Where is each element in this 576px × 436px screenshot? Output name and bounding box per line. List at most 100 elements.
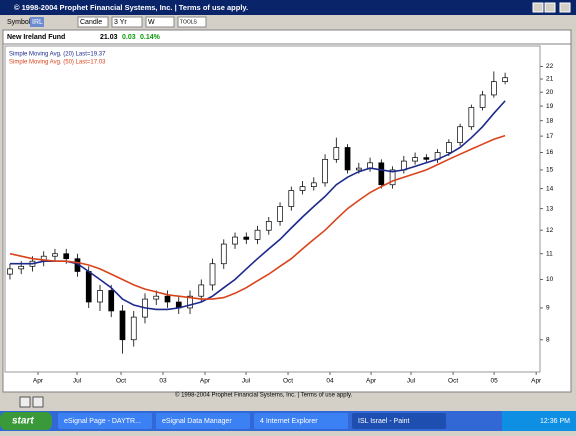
- chart-type-select[interactable]: [77, 16, 109, 28]
- toolbar: [0, 15, 576, 29]
- y-tick-label: 17: [546, 133, 554, 140]
- symbol-label: Symbol: [7, 19, 31, 26]
- y-tick-label: 10: [546, 276, 554, 283]
- period: 3 Yr: [114, 19, 127, 26]
- legend-entry: Simple Moving Avg. (50) Last=17.03: [9, 60, 106, 66]
- minimize-button[interactable]: [532, 2, 544, 13]
- x-tick-label: Apr: [33, 378, 44, 385]
- fund-change-pct: 0.14%: [140, 34, 161, 41]
- x-tick-label: Apr: [366, 378, 377, 385]
- candle-body: [445, 142, 452, 153]
- candle-body: [265, 221, 272, 231]
- y-tick-label: 9: [546, 305, 550, 312]
- y-tick-label: 21: [546, 76, 554, 83]
- candle-body: [18, 265, 25, 270]
- y-tick-label: 22: [546, 63, 554, 70]
- close-button[interactable]: [559, 2, 571, 13]
- sma-line: [10, 100, 506, 311]
- candle-body: [232, 236, 238, 245]
- y-tick-label: 8: [546, 336, 550, 343]
- symbol-value: IRL: [32, 19, 43, 26]
- status-bar: [0, 393, 576, 411]
- candle-body: [502, 77, 508, 82]
- y-tick-label: 19: [546, 103, 554, 110]
- task-button[interactable]: [254, 413, 348, 429]
- task-button[interactable]: [58, 413, 152, 429]
- x-tick-label: Apr: [531, 378, 542, 385]
- candle-body: [491, 81, 497, 96]
- y-tick-label: 12: [546, 227, 554, 234]
- clock: 12:36 PM: [540, 418, 570, 425]
- candle-body: [153, 295, 160, 300]
- task-label: eSignal Data Manager: [162, 418, 232, 425]
- status-text: © 1998-2004 Prophet Financial Systems, I…: [175, 392, 353, 399]
- x-tick-label: Oct: [116, 378, 126, 385]
- sma-line: [9, 134, 506, 300]
- candle-body: [52, 253, 58, 257]
- plot: 8 9 10 11 12 13 14 15 16 17 18 19 20 21 22 Apr Jul Oct 03 A…: [7, 52, 554, 385]
- candle-body: [85, 271, 92, 303]
- y-tick-label: 18: [546, 117, 554, 124]
- candle-body: [344, 147, 351, 171]
- candle-body: [63, 253, 70, 260]
- candle-body: [130, 316, 137, 341]
- x-tick-label: 04: [326, 378, 334, 385]
- candle-body: [322, 158, 328, 184]
- candle-body: [7, 268, 13, 275]
- candle-body: [119, 310, 126, 341]
- candle-body: [198, 284, 205, 297]
- chart-panel: [2, 29, 572, 393]
- fund-last: 21.03: [100, 34, 118, 41]
- task-button[interactable]: [156, 413, 250, 429]
- x-tick-label: Oct: [283, 378, 293, 385]
- x-tick-label: Jul: [242, 378, 251, 385]
- y-tick-label: 16: [546, 149, 554, 156]
- period-select[interactable]: [111, 16, 143, 28]
- candle-body: [97, 290, 103, 303]
- candle-body: [389, 169, 396, 186]
- fund-name: New Ireland Fund: [7, 34, 65, 41]
- zoom-out-button[interactable]: [32, 396, 44, 408]
- candle-body: [479, 94, 486, 108]
- title-bar: [0, 0, 576, 15]
- candle-body: [288, 190, 295, 207]
- candle-body: [423, 157, 430, 160]
- x-tick-label: Apr: [200, 378, 211, 385]
- x-tick-label: Jul: [73, 378, 82, 385]
- chart-type: Candle: [80, 19, 102, 26]
- candle-body: [243, 236, 250, 240]
- y-tick-label: 15: [546, 167, 554, 174]
- task-label: eSignal Page - DAYTR...: [64, 418, 141, 425]
- x-tick-label: Jul: [407, 378, 416, 385]
- task-button[interactable]: [352, 413, 446, 429]
- y-tick-label: 13: [546, 205, 554, 212]
- candle-body: [333, 147, 340, 160]
- candle-body: [277, 206, 283, 222]
- candle-body: [108, 290, 115, 312]
- candle-body: [299, 186, 306, 191]
- candle-body: [187, 295, 193, 309]
- window-title: © 1998-2004 Prophet Financial Systems, I…: [14, 3, 248, 12]
- start-label: start: [12, 416, 34, 427]
- candle-body: [412, 157, 418, 162]
- tools: TOOLS: [180, 19, 198, 25]
- candle-body: [468, 107, 475, 128]
- maximize-button[interactable]: [544, 2, 556, 13]
- candle-body: [378, 162, 385, 186]
- legend-entry: Simple Moving Avg. (20) Last=19.37: [9, 52, 106, 58]
- start-button[interactable]: [0, 412, 52, 430]
- symbol-input[interactable]: [30, 17, 44, 27]
- tools-button[interactable]: [177, 16, 207, 28]
- candle-body: [457, 126, 463, 143]
- candle-body: [254, 229, 261, 240]
- y-tick-label: 11: [546, 250, 553, 257]
- system-tray: [502, 411, 576, 431]
- zoom-in-button[interactable]: [19, 396, 31, 408]
- task-label: ISL Israel - Paint: [358, 418, 410, 425]
- y-tick-label: 20: [546, 89, 554, 96]
- x-tick-label: 03: [159, 378, 167, 385]
- interval-select[interactable]: [145, 16, 175, 28]
- fund-change: 0.03: [122, 34, 136, 41]
- interval: W: [148, 19, 155, 26]
